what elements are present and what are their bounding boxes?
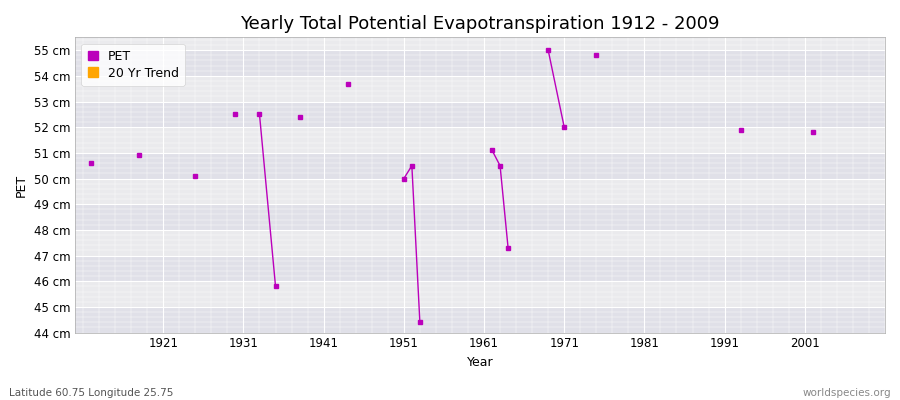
Text: worldspecies.org: worldspecies.org (803, 388, 891, 398)
X-axis label: Year: Year (467, 356, 493, 369)
Bar (75, 256, 885, 281)
Bar (75, 153, 885, 178)
Bar (75, 50, 885, 76)
Y-axis label: PET: PET (15, 173, 28, 196)
Title: Yearly Total Potential Evapotranspiration 1912 - 2009: Yearly Total Potential Evapotranspiratio… (240, 15, 720, 33)
Legend: PET, 20 Yr Trend: PET, 20 Yr Trend (81, 44, 184, 86)
Text: Latitude 60.75 Longitude 25.75: Latitude 60.75 Longitude 25.75 (9, 388, 174, 398)
Bar (75, 307, 885, 332)
Bar (75, 204, 885, 230)
Bar (75, 102, 885, 127)
